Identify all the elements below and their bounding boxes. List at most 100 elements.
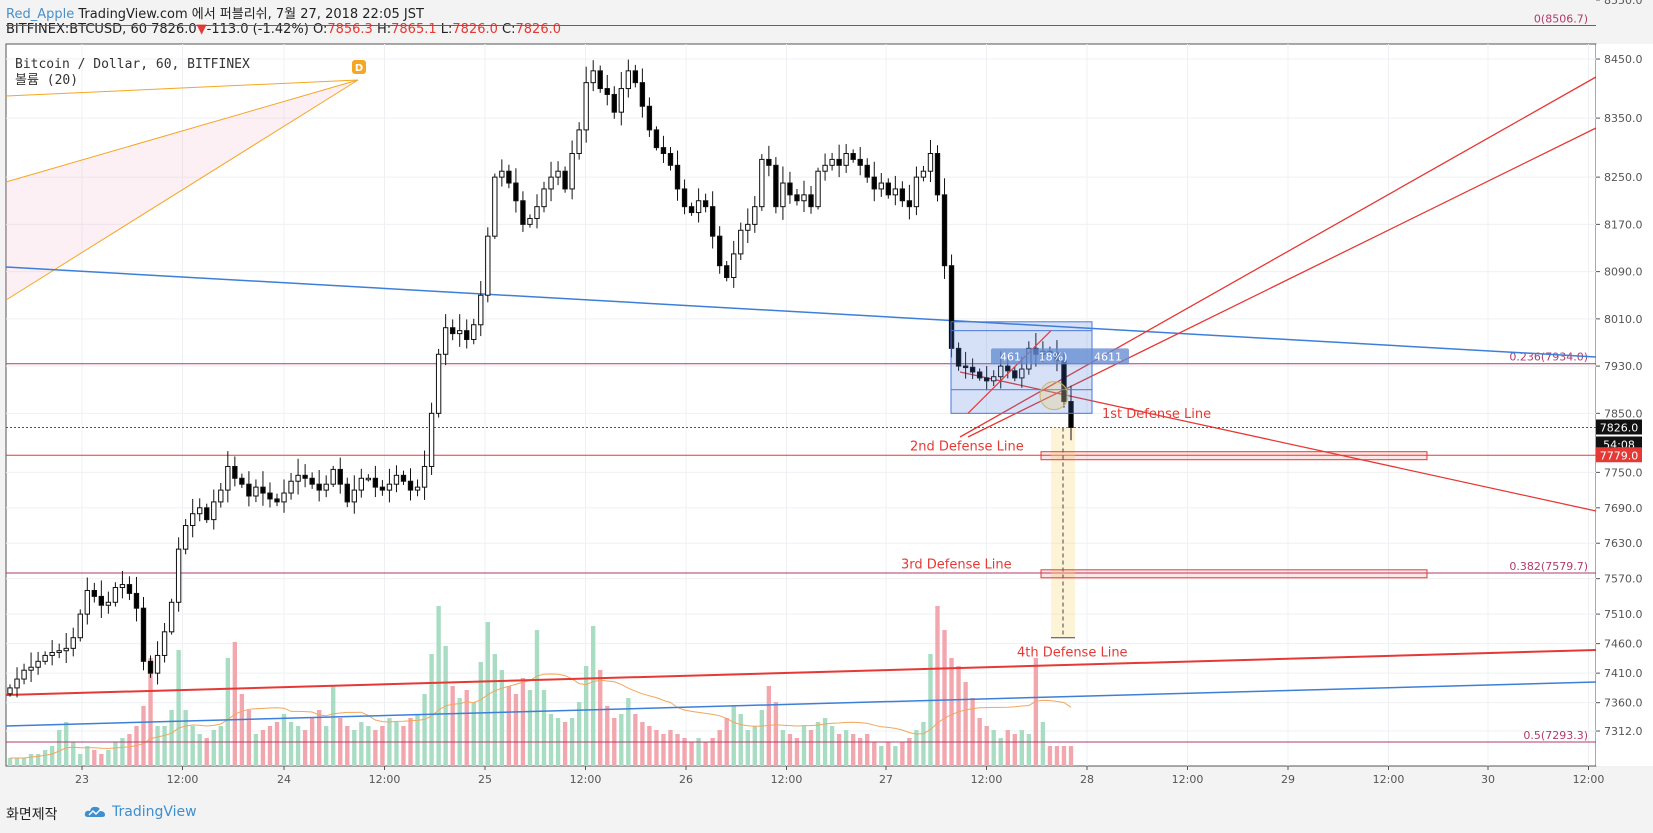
volume-bar <box>527 690 533 766</box>
volume-bar <box>359 722 364 766</box>
time-tick-label: 27 <box>879 773 893 786</box>
time-tick-label: 12:00 <box>167 773 199 786</box>
candle-up <box>197 507 203 515</box>
volume-bar <box>780 730 786 766</box>
candle-up <box>618 88 624 113</box>
volume-bar <box>858 738 863 766</box>
volume-bar <box>773 702 779 766</box>
volume-bar <box>710 738 715 766</box>
annotation-label: 4th Defense Line <box>1017 646 1128 661</box>
candle-up <box>1019 368 1025 379</box>
candle-up <box>745 223 751 231</box>
time-tick-label: 30 <box>1481 773 1495 786</box>
volume-bar <box>127 734 132 766</box>
volume-bar <box>281 714 287 766</box>
published-text: TradingView.com 에서 퍼블리쉬, 7월 27, 2018 22:… <box>78 7 424 22</box>
volume-bar <box>682 738 687 766</box>
volume-bar <box>422 694 427 766</box>
volume-bar <box>218 726 223 766</box>
volume-bar <box>689 742 694 766</box>
candle-up <box>323 483 329 491</box>
candle-down <box>604 88 610 95</box>
candle-down <box>267 492 273 500</box>
volume-bar <box>928 654 933 766</box>
candle-down <box>379 486 386 491</box>
price-chart[interactable]: 0(8506.7) 0.236(7934.0) 0.382(7579.7) 0.5(7… <box>0 0 1653 800</box>
event-marker-icon[interactable] <box>352 60 366 74</box>
volume-bar <box>211 730 216 766</box>
volume-bar <box>232 642 238 766</box>
candle-down <box>808 194 814 208</box>
candle-up <box>49 651 55 656</box>
volume-bar <box>836 734 842 766</box>
volume-bar <box>394 722 399 766</box>
price-tick-label: 7750.0 <box>1604 466 1643 479</box>
candle-down <box>91 589 97 597</box>
candle-up <box>583 82 589 131</box>
down-arrow-icon: ▼ <box>196 22 207 37</box>
volume-bar <box>998 738 1003 766</box>
price-tick-label: 8250.0 <box>1604 171 1643 184</box>
candle-down <box>674 164 681 190</box>
candle-down <box>464 330 470 341</box>
candle-down <box>941 194 948 267</box>
candle-down <box>962 365 969 369</box>
measure-vol: 4611 <box>1094 350 1122 363</box>
volume-bar <box>485 622 490 766</box>
target-price-tag-label: 7779.0 <box>1600 449 1639 462</box>
last-price-tag-label: 7826.0 <box>1600 422 1639 435</box>
candle-up <box>590 70 596 84</box>
volume-bar <box>626 698 631 766</box>
volume-bar <box>668 730 673 766</box>
volume-bar <box>345 726 350 766</box>
volume-bar <box>921 722 926 766</box>
volume-bar <box>1047 746 1053 766</box>
drawings-back: 0(8506.7) 0.236(7934.0) 0.382(7579.7) 0.5(7… <box>5 13 1597 743</box>
candle-down <box>239 477 245 485</box>
support-zone <box>1040 451 1428 461</box>
price-axis-bg[interactable] <box>1596 44 1653 766</box>
publish-info: Red_Apple TradingView.com 에서 퍼블리쉬, 7월 27… <box>6 3 424 22</box>
candle-down <box>562 170 568 190</box>
candle-up <box>393 474 400 485</box>
chart-pane[interactable] <box>5 43 1597 767</box>
volume-bar <box>141 706 146 766</box>
volume-bar <box>366 726 371 766</box>
candle-up <box>920 170 927 178</box>
volume-bar <box>148 658 153 766</box>
candle-up <box>998 365 1004 378</box>
volume-bar <box>302 730 308 766</box>
candle-up <box>731 253 737 279</box>
volume-bar <box>745 730 750 766</box>
candle-down <box>906 200 913 208</box>
candle-down <box>667 153 674 166</box>
low-label: L: <box>440 22 453 37</box>
volume-bar <box>696 738 701 766</box>
candle-down <box>984 377 990 382</box>
volume-bar <box>548 714 554 766</box>
volume-bar <box>598 670 603 766</box>
price-tick-label: 7570.0 <box>1604 573 1643 586</box>
candle-up <box>84 589 90 615</box>
volume-bar <box>7 758 13 766</box>
fib-level-label: 0(8506.7) <box>1534 13 1588 26</box>
tradingview-brand[interactable]: TradingView <box>84 804 197 820</box>
candle-up <box>56 650 62 653</box>
volume-bar <box>808 730 814 766</box>
measure-box <box>950 321 1093 414</box>
channel-line <box>967 127 1597 438</box>
legend-volume: 볼륨 (20) <box>15 73 78 88</box>
candle-up <box>218 489 224 503</box>
volume-bar <box>1019 730 1024 766</box>
candle-up <box>358 477 365 491</box>
volume-bar <box>801 726 807 766</box>
candle-up <box>555 170 561 178</box>
volume-bar <box>225 658 230 766</box>
volume-bar <box>106 750 111 766</box>
volume-bar <box>85 746 90 766</box>
volume-bar <box>1040 722 1046 766</box>
candle-up <box>478 294 484 326</box>
candle-up <box>63 647 69 652</box>
author-name[interactable]: Red_Apple <box>6 7 75 22</box>
volume-bar <box>900 742 905 766</box>
